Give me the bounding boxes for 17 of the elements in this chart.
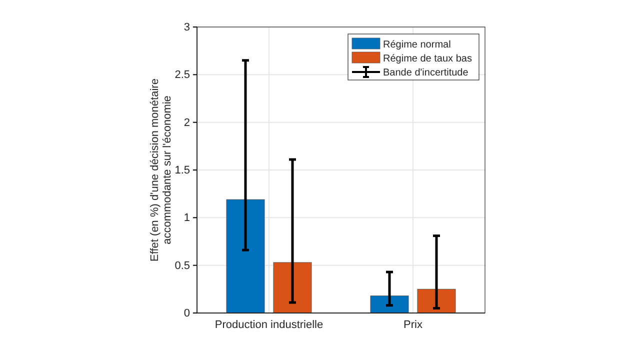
legend-label: Régime normal <box>383 40 451 50</box>
bar <box>370 296 409 314</box>
annotation: Bande d'incertitude <box>383 68 469 78</box>
y-tick-label: 3 <box>184 22 190 34</box>
y-tick-label: 2.5 <box>174 69 190 82</box>
y-tick-label: 1 <box>184 212 190 224</box>
y-tick-label: 0.5 <box>174 260 190 272</box>
y-tick-label: 0 <box>184 308 190 320</box>
bar <box>273 262 312 314</box>
y-axis-title: Effet (en %) d'une décision monétaire accommodante sur l'économie <box>149 78 174 262</box>
legend-label: Régime de taux bas <box>383 54 472 64</box>
bar <box>226 199 265 314</box>
y-tick-label: 2 <box>184 116 190 129</box>
y-tick-label: 1.5 <box>174 164 190 177</box>
x-tick-label: Production industrielle <box>214 319 324 332</box>
bar <box>417 288 456 314</box>
x-tick-label: Prix <box>404 319 423 332</box>
